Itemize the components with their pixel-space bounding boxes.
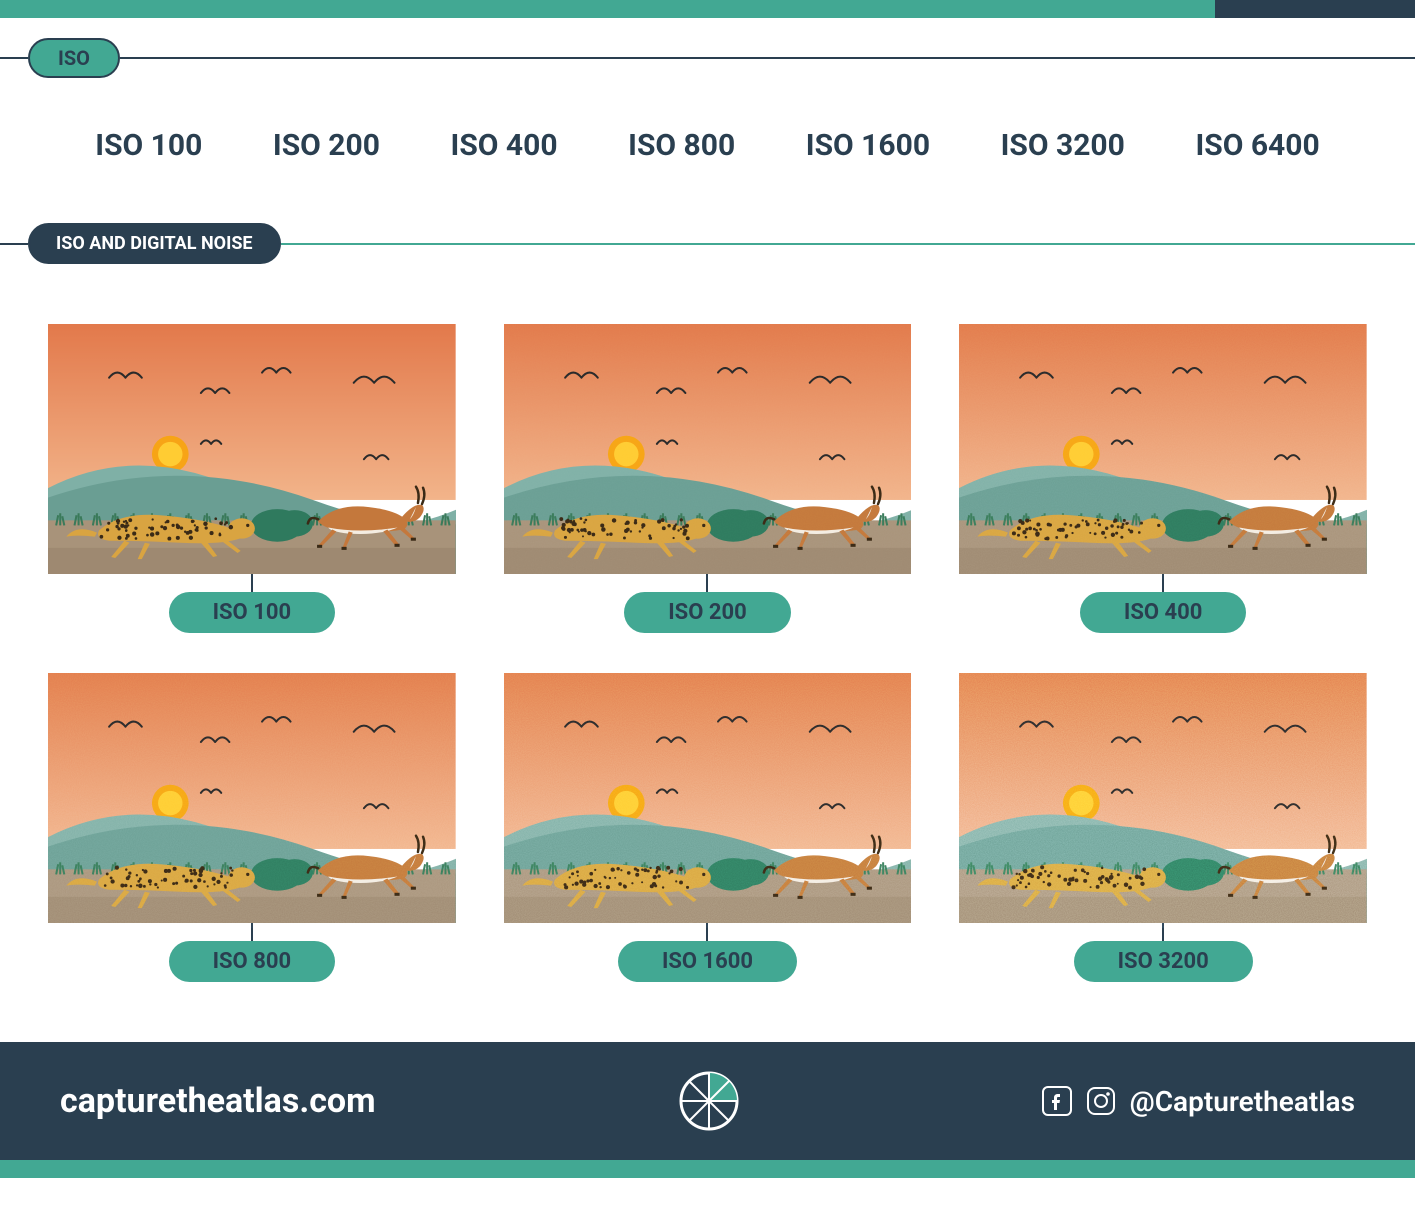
noise-card: ISO 800: [48, 673, 456, 982]
iso-scale-item: ISO 800: [628, 128, 735, 163]
instagram-icon: [1086, 1086, 1116, 1116]
noise-card: ISO 1600: [504, 673, 912, 982]
iso-pill: ISO: [28, 38, 120, 78]
card-iso-label: ISO 1600: [618, 941, 797, 982]
footer-handle: @Capturetheatlas: [1130, 1085, 1355, 1118]
facebook-icon: [1042, 1086, 1072, 1116]
scene-illustration: [48, 324, 456, 574]
noise-pill: ISO AND DIGITAL NOISE: [28, 223, 281, 264]
card-connector: [251, 923, 253, 941]
iso-scale-item: ISO 3200: [1001, 128, 1125, 163]
iso-scale-row: ISO 100 ISO 200 ISO 400 ISO 800 ISO 1600 ISO …: [0, 108, 1415, 203]
iso-scale-item: ISO 400: [451, 128, 558, 163]
top-accent-bar: [0, 0, 1415, 18]
card-connector: [1162, 574, 1164, 592]
header-line-left: [0, 243, 28, 245]
scene-illustration: [504, 673, 912, 923]
noise-card: ISO 3200: [959, 673, 1367, 982]
iso-scale-item: ISO 6400: [1195, 128, 1319, 163]
noise-card: ISO 400: [959, 324, 1367, 633]
card-connector: [251, 574, 253, 592]
footer-social: @Capturetheatlas: [1042, 1085, 1355, 1118]
noise-card: ISO 200: [504, 324, 912, 633]
footer-logo: [674, 1066, 744, 1136]
top-bar-dark: [1215, 0, 1415, 18]
section-header-iso: ISO: [0, 38, 1415, 78]
header-line-left: [0, 57, 28, 59]
scene-illustration: [48, 673, 456, 923]
noise-card: ISO 100: [48, 324, 456, 633]
top-bar-teal: [0, 0, 1215, 18]
iso-scale-item: ISO 200: [273, 128, 380, 163]
card-iso-label: ISO 200: [624, 592, 790, 633]
card-iso-label: ISO 400: [1080, 592, 1246, 633]
card-connector: [1162, 923, 1164, 941]
bottom-accent-bar: [0, 1160, 1415, 1178]
scene-illustration: [959, 324, 1367, 574]
footer: capturetheatlas.com @Capturetheatlas: [0, 1042, 1415, 1160]
scene-illustration: [504, 324, 912, 574]
scene-illustration: [959, 673, 1367, 923]
header-line-right: [120, 57, 1415, 59]
card-connector: [706, 923, 708, 941]
iso-scale-item: ISO 100: [95, 128, 202, 163]
section-header-noise: ISO AND DIGITAL NOISE: [0, 223, 1415, 264]
card-iso-label: ISO 3200: [1074, 941, 1253, 982]
footer-site: capturetheatlas.com: [60, 1081, 376, 1121]
card-connector: [706, 574, 708, 592]
card-iso-label: ISO 100: [169, 592, 335, 633]
card-iso-label: ISO 800: [169, 941, 335, 982]
iso-scale-item: ISO 1600: [806, 128, 930, 163]
noise-grid: ISO 100: [0, 294, 1415, 1022]
header-line-right: [281, 243, 1415, 245]
